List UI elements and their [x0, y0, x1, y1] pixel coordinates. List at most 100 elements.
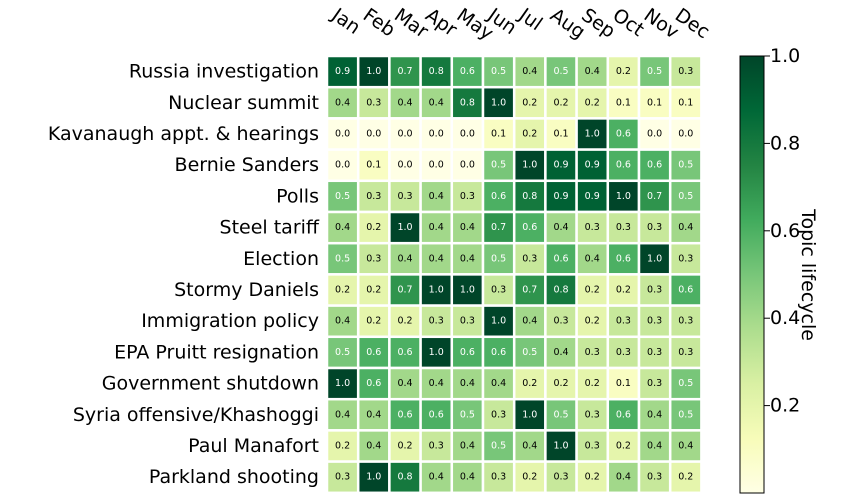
colorbar-gradient [739, 55, 765, 494]
heatmap-cell [575, 210, 610, 245]
heatmap-cell [637, 429, 672, 463]
cell-value-label: 0.6 [647, 160, 662, 171]
heatmap-cell [325, 335, 360, 370]
heatmap-cell [450, 179, 485, 214]
y-tick-label: Election [243, 248, 319, 270]
heatmap-cell [544, 429, 578, 463]
cell-value-label: 0.3 [366, 97, 381, 108]
cell-value-label: 0.3 [678, 316, 693, 327]
cell-value-label: 0.8 [522, 191, 537, 202]
y-tick-label: Russia investigation [129, 61, 319, 83]
heatmap-cell [481, 85, 516, 120]
cell-value-label: 1.0 [366, 66, 381, 77]
heatmap-cell [325, 210, 360, 245]
cell-value-label: 0.6 [553, 253, 568, 264]
colorbar-tick-label: 0.2 [770, 395, 800, 417]
cell-value-label: 0.2 [585, 97, 600, 108]
cell-value-label: 0.0 [366, 129, 381, 140]
cell-value-label: 1.0 [460, 285, 475, 296]
heatmap-cell [419, 429, 454, 463]
cell-value-label: 0.8 [460, 97, 475, 108]
cell-value-label: 1.0 [335, 378, 350, 389]
heatmap-cell [450, 54, 485, 89]
cell-value-label: 0.2 [366, 222, 381, 233]
cell-value-label: 1.0 [616, 191, 631, 202]
cell-value-label: 0.4 [429, 97, 444, 108]
cell-value-label: 0.1 [616, 378, 631, 389]
cell-value-label: 0.4 [397, 97, 412, 108]
cell-value-label: 0.2 [397, 441, 412, 452]
heatmap-cell [388, 304, 422, 339]
cell-value-label: 0.9 [553, 160, 568, 171]
cell-value-label: 0.4 [678, 222, 693, 233]
cell-value-label: 0.3 [647, 347, 662, 358]
cell-value-label: 0.4 [522, 66, 537, 77]
colorbar-tick-label: 0.6 [770, 220, 800, 242]
heatmap-cell [388, 460, 422, 495]
cell-value-label: 0.1 [366, 160, 381, 171]
cell-value-label: 0.5 [553, 66, 568, 77]
cell-value-label: 0.6 [616, 160, 631, 171]
heatmap-cell [637, 397, 672, 432]
heatmap-cell [388, 397, 422, 432]
cell-value-label: 0.3 [491, 285, 506, 296]
cell-value-label: 0.4 [335, 97, 350, 108]
cell-value-label: 0.2 [366, 316, 381, 327]
cell-value-label: 0.3 [429, 316, 444, 327]
cell-value-label: 0.5 [522, 347, 537, 358]
cell-value-label: 0.0 [335, 129, 350, 140]
heatmap-cell [544, 210, 578, 245]
cell-value-label: 0.3 [460, 316, 475, 327]
cell-value-label: 0.3 [366, 191, 381, 202]
y-axis-labels: Russia investigation Nuclear summit Kavana… [48, 61, 320, 489]
cell-value-label: 0.5 [491, 253, 506, 264]
cell-value-label: 1.0 [397, 222, 412, 233]
cell-value-label: 0.0 [429, 160, 444, 171]
cell-value-label: 0.4 [429, 222, 444, 233]
cell-value-label: 0.2 [678, 472, 693, 483]
cell-value-label: 0.6 [397, 409, 412, 420]
colorbar-ticks: 1.0 0.8 0.6 0.4 0.2 [764, 45, 800, 417]
cell-value-label: 1.0 [647, 253, 662, 264]
cell-value-label: 1.0 [522, 160, 537, 171]
heatmap-cell [481, 335, 516, 370]
cell-value-label: 0.3 [585, 347, 600, 358]
cell-value-label: 0.9 [553, 191, 568, 202]
cell-value-label: 0.2 [366, 285, 381, 296]
heatmap-cell [356, 148, 391, 183]
heatmap-cell [668, 366, 703, 401]
heatmap-cell [419, 460, 454, 495]
cell-value-label: 0.1 [491, 129, 506, 140]
cell-value-label: 0.3 [553, 316, 568, 327]
heatmap-cell [450, 117, 485, 151]
cell-value-label: 0.4 [553, 347, 568, 358]
cell-value-label: 0.6 [460, 66, 475, 77]
heatmap-cell [512, 397, 547, 432]
cell-value-label: 0.9 [585, 160, 600, 171]
cell-value-label: 0.4 [678, 441, 693, 452]
heatmap-cell [544, 366, 578, 401]
cell-value-label: 0.2 [616, 66, 631, 77]
heatmap-cell [481, 397, 516, 432]
cell-value-label: 0.4 [553, 222, 568, 233]
cell-value-label: 0.4 [585, 253, 600, 264]
colorbar-tick-label: 1.0 [770, 45, 800, 67]
heatmap-cell [388, 366, 422, 401]
cell-value-label: 0.4 [397, 378, 412, 389]
cell-value-label: 0.2 [335, 285, 350, 296]
y-tick-label: EPA Pruitt resignation [114, 341, 319, 363]
cell-value-label: 0.3 [397, 191, 412, 202]
cell-value-label: 0.5 [678, 409, 693, 420]
cell-value-label: 1.0 [429, 285, 444, 296]
y-tick-label: Paul Manafort [188, 435, 319, 457]
cell-value-label: 0.4 [647, 441, 662, 452]
heatmap-cell [575, 335, 610, 370]
cell-value-label: 0.0 [460, 160, 475, 171]
cell-value-label: 0.0 [678, 129, 693, 140]
heatmap-cell [606, 85, 641, 120]
heatmap-cell [388, 210, 422, 245]
cell-value-label: 0.3 [366, 253, 381, 264]
heatmap-cell [512, 241, 547, 276]
heatmap-cell [325, 273, 360, 307]
